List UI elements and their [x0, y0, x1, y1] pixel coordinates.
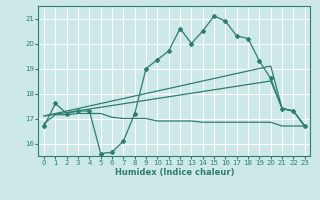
X-axis label: Humidex (Indice chaleur): Humidex (Indice chaleur) [115, 168, 234, 177]
